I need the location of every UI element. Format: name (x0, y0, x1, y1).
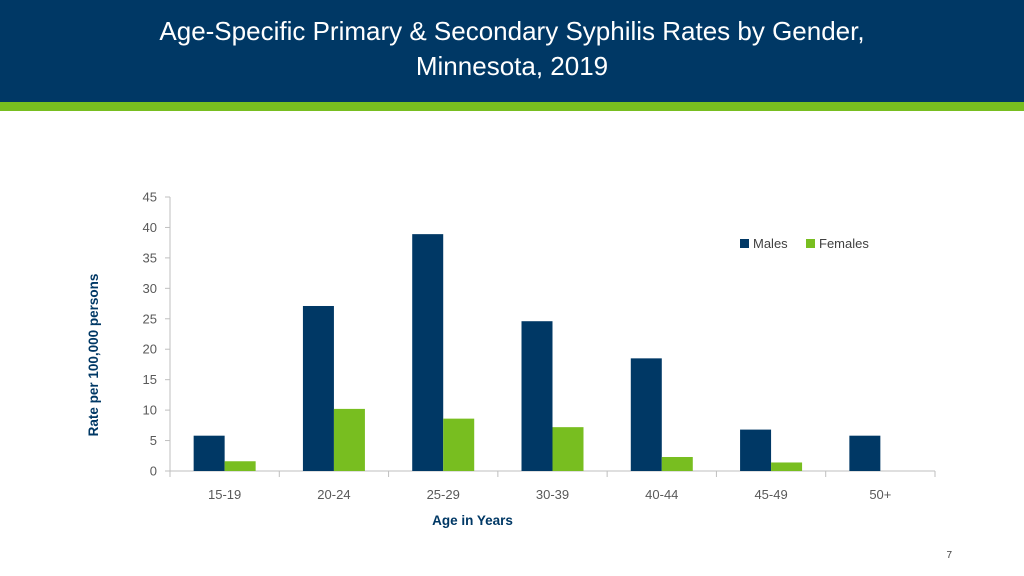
chart-bars (193, 234, 881, 471)
bar-females-25-29 (443, 418, 475, 471)
x-tick-label: 30-39 (536, 487, 569, 502)
bar-males-15-19 (193, 435, 225, 471)
chart-labels: 0 5 10 15 20 25 30 35 40 45 15-19 20-24 25-29 30-39 40… (86, 190, 891, 529)
bar-females-45-49 (771, 462, 803, 471)
y-tick-label: 25 (143, 311, 157, 326)
accent-stripe (0, 102, 1024, 111)
bar-males-50+ (849, 435, 881, 471)
x-tick-label: 20-24 (317, 487, 350, 502)
slide-title-line-2: Minnesota, 2019 (415, 51, 609, 81)
x-axis-title: Age in Years (432, 513, 513, 528)
legend-swatch-females (806, 239, 815, 248)
legend-swatch-males (740, 239, 749, 248)
legend-label-males: Males (753, 236, 788, 251)
title-banner (0, 0, 1024, 102)
legend-label-females: Females (819, 236, 869, 251)
y-tick-label: 35 (143, 250, 157, 265)
bar-males-45-49 (740, 429, 772, 471)
x-tick-label: 25-29 (427, 487, 460, 502)
bar-females-40-44 (661, 456, 693, 471)
y-axis-title: Rate per 100,000 persons (86, 274, 101, 437)
x-tick-label: 45-49 (754, 487, 787, 502)
y-tick-label: 45 (143, 190, 157, 205)
slide-title: Age-Specific Primary & Secondary Syphili… (0, 14, 1024, 84)
chart-legend: Males Females (740, 236, 869, 251)
bar-females-20-24 (333, 408, 365, 471)
y-tick-label: 30 (143, 281, 157, 296)
bar-females-15-19 (224, 461, 256, 471)
y-tick-label: 5 (150, 433, 157, 448)
bar-males-20-24 (302, 305, 334, 471)
y-tick-label: 20 (143, 342, 157, 357)
slide-title-line-1: Age-Specific Primary & Secondary Syphili… (159, 16, 865, 46)
page-number: 7 (946, 550, 952, 561)
x-tick-label: 15-19 (208, 487, 241, 502)
x-tick-label: 40-44 (645, 487, 678, 502)
bar-females-30-39 (552, 427, 584, 471)
x-tick-label: 50+ (869, 487, 891, 502)
y-tick-label: 0 (150, 464, 157, 479)
bar-males-30-39 (521, 321, 553, 471)
bar-males-25-29 (412, 234, 444, 471)
y-tick-label: 15 (143, 372, 157, 387)
bar-males-40-44 (630, 358, 662, 471)
y-tick-label: 40 (143, 220, 157, 235)
y-tick-label: 10 (143, 403, 157, 418)
